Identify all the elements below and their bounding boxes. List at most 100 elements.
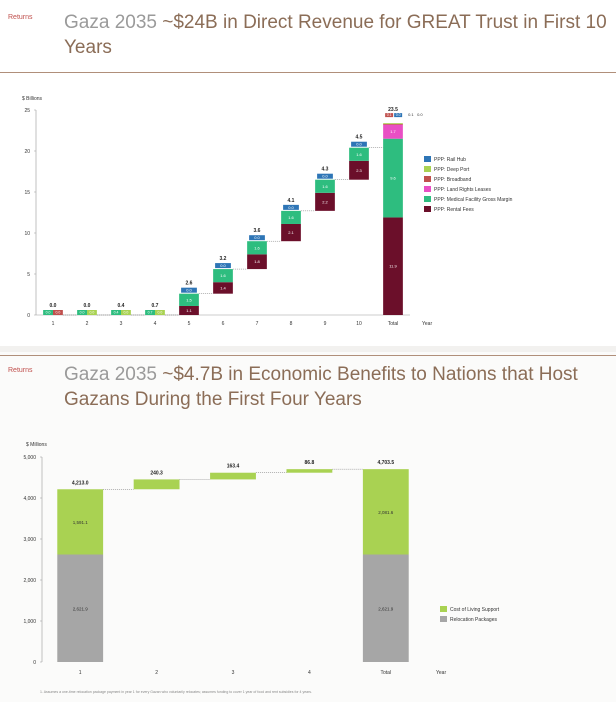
legend-swatch xyxy=(424,196,431,202)
data-label: 0.0 xyxy=(254,235,260,240)
data-label: 2,081.6 xyxy=(378,510,394,515)
total-label: 0.7 xyxy=(152,303,159,309)
data-label: 0.0 xyxy=(322,174,328,179)
y-tick-label: 20 xyxy=(24,149,30,155)
total-label: 4.3 xyxy=(322,167,329,173)
data-label: 1.8 xyxy=(254,259,260,264)
section-tag: Returns xyxy=(8,14,33,21)
bar-segment xyxy=(394,113,403,118)
legend-label: PPP: Deep Port xyxy=(434,167,470,173)
section-tag: Returns xyxy=(8,367,33,374)
legend-swatch xyxy=(424,166,431,172)
y-tick-label: 15 xyxy=(24,190,30,196)
data-label: 2.3 xyxy=(356,168,362,173)
data-label: 0.0 xyxy=(46,311,51,315)
x-tick-label: Total xyxy=(388,321,399,327)
legend-swatch xyxy=(440,606,447,612)
bar-segment xyxy=(315,192,335,211)
bar-segment xyxy=(213,282,233,294)
bar-segment xyxy=(383,124,403,139)
x-tick-label: 3 xyxy=(232,670,235,674)
page-title: Gaza 2035 ~$4.7B in Economic Benefits to… xyxy=(64,362,609,412)
title-lead: Gaza 2035 xyxy=(64,364,163,385)
x-tick-label: 8 xyxy=(290,321,293,327)
bar-segment xyxy=(383,123,403,125)
bar-segment xyxy=(179,293,199,306)
x-tick-label: 2 xyxy=(155,670,158,674)
data-label: 1.6 xyxy=(254,245,260,250)
data-label: 1.4 xyxy=(220,285,226,290)
x-tick-label: 1 xyxy=(52,321,55,327)
y-tick-label: 5,000 xyxy=(23,455,36,461)
bar-segment xyxy=(362,554,409,662)
y-tick-label: 1,000 xyxy=(23,619,36,625)
data-label: 2,621.9 xyxy=(378,606,394,611)
bar-segment xyxy=(317,173,333,179)
bar-segment xyxy=(87,310,97,315)
legend-swatch xyxy=(424,176,431,182)
total-label: 0.0 xyxy=(84,303,91,309)
data-label: 0.0 xyxy=(55,311,60,315)
data-label: 2,621.9 xyxy=(73,606,89,611)
data-label: 0.0 xyxy=(417,112,423,117)
divider xyxy=(0,72,616,73)
x-tick-label: 4 xyxy=(154,321,157,327)
data-label: 1.6 xyxy=(220,273,226,278)
data-label: 2.1 xyxy=(288,230,294,235)
y-tick-label: 4,000 xyxy=(23,496,36,502)
data-label: 1.6 xyxy=(288,215,294,220)
bar-segment xyxy=(53,310,63,315)
data-label: 0.0 xyxy=(89,311,94,315)
bar-segment xyxy=(249,235,265,241)
data-label: 0.0 xyxy=(186,288,192,293)
total-label: 86.8 xyxy=(305,460,315,466)
total-label: 4.5 xyxy=(356,135,363,141)
total-label: 4,213.0 xyxy=(72,480,89,486)
total-label: 23.5 xyxy=(388,107,398,113)
x-tick-label: Total xyxy=(381,670,392,674)
bar-segment xyxy=(181,287,197,293)
bar-segment xyxy=(133,479,180,490)
bar-segment xyxy=(362,469,409,555)
page-title: Gaza 2035 ~$24B in Direct Revenue for GR… xyxy=(64,10,609,60)
bar-segment xyxy=(57,554,104,662)
data-label: 1.6 xyxy=(356,152,362,157)
data-label: 0.0 xyxy=(288,205,294,210)
data-label: 2.2 xyxy=(322,199,328,204)
y-tick-label: 3,000 xyxy=(23,537,36,543)
title-rest: ~$24B in Direct Revenue for GREAT Trust … xyxy=(64,12,607,58)
benefits-panel: Returns Gaza 2035 ~$4.7B in Economic Ben… xyxy=(0,352,616,702)
total-label: 240.3 xyxy=(150,470,163,476)
bar-segment xyxy=(179,305,199,315)
bar-segment xyxy=(43,310,53,315)
data-label: 1.6 xyxy=(322,184,328,189)
total-label: 4,703.5 xyxy=(377,460,394,466)
title-rest: ~$4.7B in Economic Benefits to Nations t… xyxy=(64,364,578,410)
total-label: 0.0 xyxy=(50,303,57,309)
bar-segment xyxy=(315,179,335,193)
bar-segment xyxy=(77,310,87,315)
bar-segment xyxy=(281,223,301,242)
total-label: 4.1 xyxy=(288,198,295,204)
bar-segment xyxy=(155,310,165,315)
legend-swatch xyxy=(440,616,447,622)
data-label: 0.1 xyxy=(387,113,392,117)
total-label: 163.4 xyxy=(227,464,240,470)
bar-segment xyxy=(383,123,403,124)
legend-label: PPP: Land Rights Leases xyxy=(434,187,491,193)
divider xyxy=(0,355,616,356)
data-label: 1.5 xyxy=(186,297,192,302)
y-tick-label: 25 xyxy=(24,108,30,114)
x-axis-title: Year xyxy=(422,321,432,327)
legend-label: Relocation Packages xyxy=(450,617,497,623)
x-tick-label: 6 xyxy=(222,321,225,327)
x-tick-label: 5 xyxy=(188,321,191,327)
data-label: 0.1 xyxy=(408,112,414,117)
benefits-chart: $ Millions 0 1,000 2,000 3,000 4,000 5,000 Year… xyxy=(23,442,499,674)
bar-segment xyxy=(286,469,333,473)
y-tick-label: 2,000 xyxy=(23,578,36,584)
bar-segment xyxy=(247,241,267,255)
y-axis-title: $ Billions xyxy=(22,96,43,102)
legend-label: PPP: Rail Hub xyxy=(434,157,466,163)
